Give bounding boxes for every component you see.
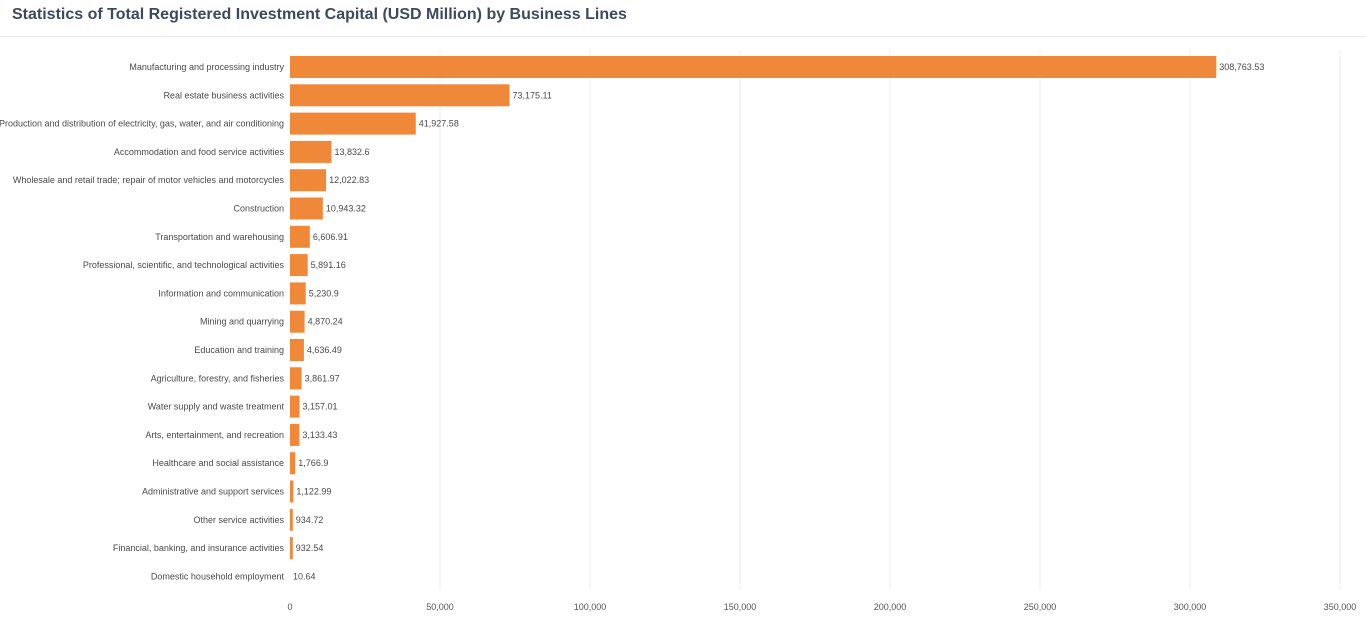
value-labels: 308,763.53 73,175.11 41,927.58 13,832.6 12,0… [293,62,1264,581]
category-labels: Manufacturing and processing industry Rea… [0,62,285,581]
category-label: Mining and quarrying [200,317,284,327]
category-label: Accommodation and food service activitie… [114,147,285,157]
bar[interactable] [290,310,305,333]
category-label: Arts, entertainment, and recreation [145,430,284,440]
category-label: Production and distribution of electrici… [0,119,284,129]
value-label: 12,022.83 [329,175,369,185]
bar[interactable] [290,169,327,192]
category-label: Education and training [194,345,284,355]
x-tick-label: 250,000 [1024,602,1057,612]
category-label: Information and communication [158,288,284,298]
x-axis-ticks: 0 50,000 100,000 150,000 200,000 250,000 300,0… [287,602,1356,612]
chart-area: Manufacturing and processing industry Rea… [0,38,1366,624]
value-label: 73,175.11 [513,90,552,100]
category-label: Wholesale and retail trade; repair of mo… [13,175,285,185]
category-label: Agriculture, forestry, and fisheries [151,373,285,383]
value-label: 934.72 [296,515,324,525]
bar[interactable] [290,225,310,248]
value-label: 4,870.24 [308,317,343,327]
grid-lines [439,50,1341,590]
header-bar: Statistics of Total Registered Investmen… [0,0,1366,37]
x-tick-label: 0 [287,602,292,612]
category-label: Domestic household employment [151,571,285,581]
bar[interactable] [290,423,300,446]
value-label: 10.64 [293,571,316,581]
x-tick-label: 350,000 [1324,602,1357,612]
x-tick-label: 200,000 [874,602,907,612]
category-label: Healthcare and social assistance [152,458,284,468]
bar[interactable] [290,480,294,503]
x-tick-label: 50,000 [426,602,454,612]
value-label: 3,157.01 [302,402,337,412]
value-label: 3,133.43 [302,430,337,440]
bar[interactable] [290,254,308,277]
bar[interactable] [290,537,293,560]
value-label: 5,230.9 [309,288,339,298]
category-label: Transportation and warehousing [155,232,284,242]
value-label: 13,832.6 [334,147,369,157]
value-label: 4,636.49 [307,345,342,355]
bar[interactable] [290,84,510,107]
category-label: Water supply and waste treatment [148,402,285,412]
value-label: 932.54 [296,543,324,553]
value-label: 1,122.99 [296,487,331,497]
category-label: Construction [233,204,284,214]
bar[interactable] [290,112,416,135]
bar[interactable] [290,282,306,305]
category-label: Professional, scientific, and technologi… [83,260,285,270]
x-tick-label: 150,000 [724,602,757,612]
bar[interactable] [290,197,323,220]
bar[interactable] [290,339,304,361]
value-label: 308,763.53 [1219,62,1264,72]
value-label: 3,861.97 [305,373,340,383]
value-label: 1,766.9 [298,458,328,468]
bar[interactable] [290,452,296,475]
category-label: Other service activities [193,515,284,525]
x-tick-label: 100,000 [574,602,607,612]
bar[interactable] [290,508,293,531]
category-label: Financial, banking, and insurance activi… [113,543,285,553]
x-tick-label: 300,000 [1174,602,1207,612]
bar[interactable] [290,56,1217,78]
category-label: Manufacturing and processing industry [129,62,284,72]
value-label: 10,943.32 [326,204,366,214]
bars [290,56,1217,588]
bar[interactable] [290,395,300,418]
value-label: 6,606.91 [313,232,348,242]
category-label: Real estate business activities [163,90,284,100]
bar[interactable] [290,140,332,163]
value-label: 5,891.16 [311,260,346,270]
bar[interactable] [290,367,302,390]
value-label: 41,927.58 [419,119,459,129]
page-title: Statistics of Total Registered Investmen… [12,6,627,23]
bar-chart: Manufacturing and processing industry Rea… [0,50,1356,612]
category-label: Administrative and support services [142,487,285,497]
